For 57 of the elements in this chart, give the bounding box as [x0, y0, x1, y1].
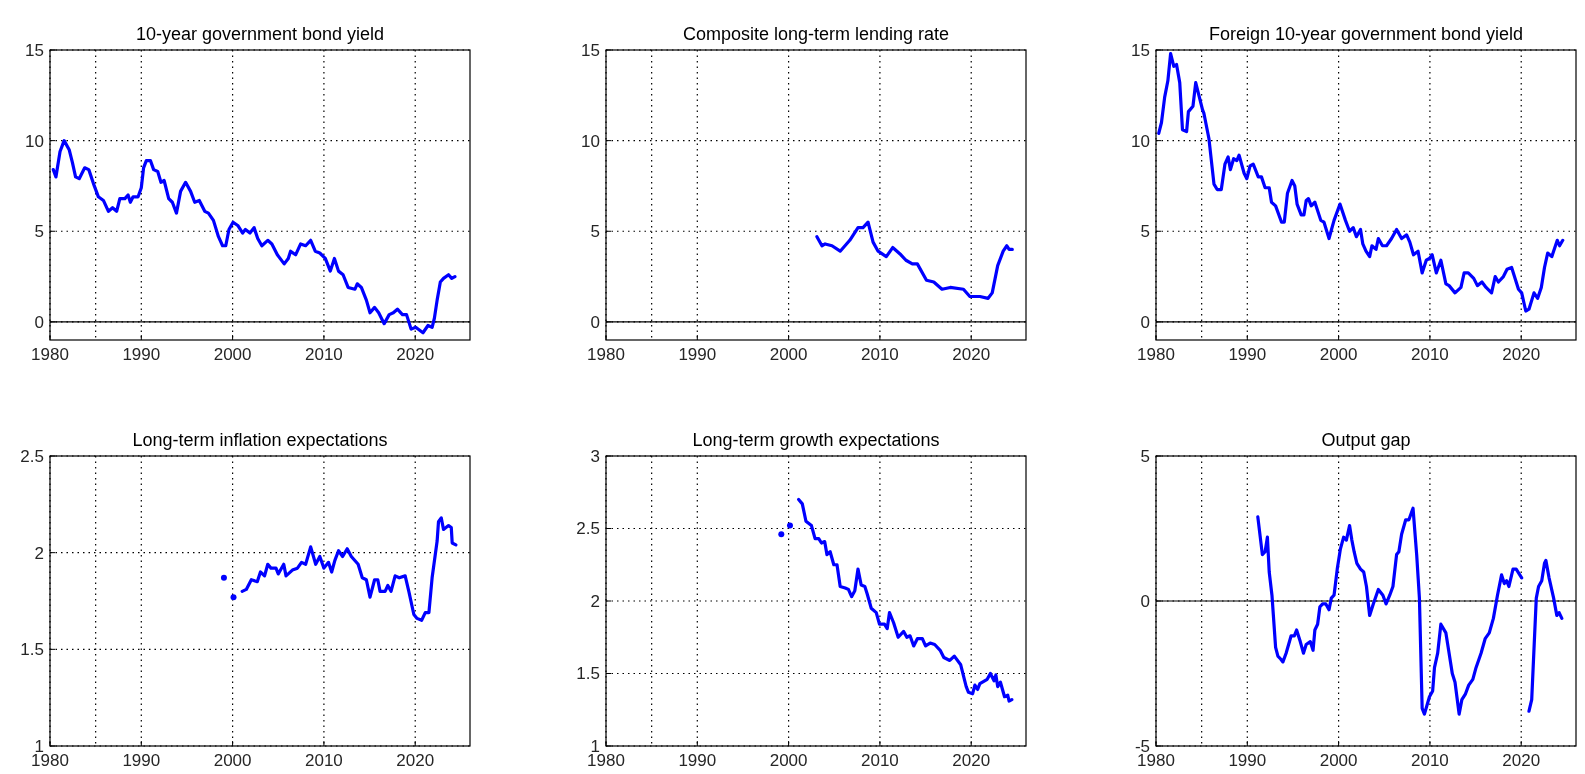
x-tick-label: 2010 [861, 345, 899, 364]
x-tick-label: 1990 [122, 345, 161, 364]
y-tick-label: 3 [590, 446, 600, 466]
x-tick-label: 1990 [122, 751, 161, 770]
x-tick-label: 1980 [1137, 751, 1175, 770]
x-tick-label: 2010 [861, 751, 899, 770]
x-tick-label: 1980 [31, 345, 69, 364]
x-tick-label: 1990 [1228, 751, 1267, 770]
y-tick-label: 1.5 [576, 664, 600, 684]
chart-title: Output gap [1321, 430, 1411, 450]
x-tick-label: 1980 [587, 751, 625, 770]
x-tick-label: 2000 [1319, 345, 1358, 364]
x-tick-label: 2010 [1411, 751, 1449, 770]
x-tick-label: 1980 [587, 345, 625, 364]
y-tick-label: 2.5 [576, 519, 600, 539]
y-tick-label: 2.5 [20, 446, 44, 466]
x-tick-label: 2020 [1502, 345, 1541, 364]
x-tick-label: 1990 [678, 751, 717, 770]
chart-title: Long-term growth expectations [692, 430, 940, 450]
chart-title: Long-term inflation expectations [132, 430, 388, 450]
x-tick-label: 2000 [769, 345, 808, 364]
chart-title: Foreign 10-year government bond yield [1208, 24, 1524, 44]
x-tick-label: 2010 [305, 345, 343, 364]
y-tick-label: 10 [581, 131, 600, 151]
y-tick-label: 10 [1131, 131, 1150, 151]
y-tick-label: 15 [581, 40, 600, 60]
x-tick-label: 2020 [952, 345, 991, 364]
y-tick-label: 2 [34, 543, 44, 563]
x-tick-label: 2010 [305, 751, 343, 770]
y-tick-label: 15 [25, 40, 44, 60]
y-tick-label: 10 [25, 131, 44, 151]
x-tick-label: 1990 [1228, 345, 1267, 364]
y-tick-label: 0 [590, 312, 600, 332]
x-tick-label: 2000 [213, 751, 252, 770]
y-tick-label: 5 [590, 222, 600, 242]
x-tick-label: 2000 [213, 345, 252, 364]
y-tick-label: 5 [1140, 222, 1150, 242]
y-tick-label: 5 [34, 222, 44, 242]
x-tick-label: 2000 [1319, 751, 1358, 770]
y-tick-label: 15 [1131, 40, 1150, 60]
x-tick-label: 2000 [769, 751, 808, 770]
y-tick-label: 0 [1140, 591, 1150, 611]
chart-title: Composite long-term lending rate [682, 24, 950, 44]
x-tick-label: 1980 [31, 751, 69, 770]
x-tick-label: 1980 [1137, 345, 1175, 364]
x-tick-label: 2020 [396, 345, 435, 364]
y-tick-label: 2 [590, 591, 600, 611]
y-tick-label: 5 [1140, 446, 1150, 466]
x-tick-label: 2020 [952, 751, 991, 770]
y-tick-label: 1.5 [20, 640, 44, 660]
x-tick-label: 2020 [1502, 751, 1541, 770]
x-tick-label: 2020 [396, 751, 435, 770]
y-tick-label: 0 [1140, 312, 1150, 332]
x-tick-label: 1990 [678, 345, 717, 364]
y-tick-label: 0 [34, 312, 44, 332]
x-tick-label: 2010 [1411, 345, 1449, 364]
chart-title: 10-year government bond yield [135, 24, 385, 44]
